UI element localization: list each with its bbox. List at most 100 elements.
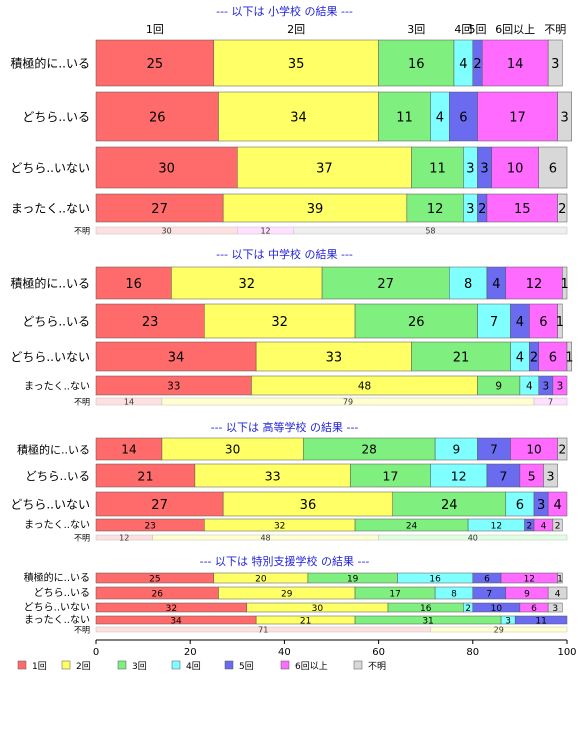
data-label: 4 (553, 498, 561, 513)
legend-swatch (171, 660, 181, 670)
bar-segment (95, 146, 238, 189)
bar-segment (547, 602, 563, 613)
data-label: 4 (459, 57, 467, 72)
data-label: 4 (516, 350, 524, 365)
legend-swatch (353, 660, 363, 670)
data-label: 6 (531, 604, 537, 614)
top-category-label: 1回 (146, 23, 164, 36)
data-label: 32 (271, 315, 288, 330)
data-label: 3 (480, 161, 488, 176)
data-label: 17 (389, 589, 400, 599)
data-label: 4 (541, 521, 547, 531)
data-label: 2 (558, 443, 566, 457)
bar-segment (95, 341, 257, 372)
bar-segment (95, 303, 205, 339)
data-label: 30 (312, 604, 324, 614)
data-label: 2 (465, 604, 471, 614)
data-label: 9 (524, 589, 530, 599)
bar-segment (557, 303, 563, 339)
data-label: 36 (300, 498, 317, 513)
row-label: どちら..いない (24, 602, 90, 614)
x-tick-label: 40 (278, 647, 291, 658)
bar-segment (321, 266, 450, 300)
data-label: 3 (505, 616, 511, 626)
data-label: 10 (491, 604, 503, 614)
row-label: まったく..ない (24, 380, 90, 392)
data-label: 7 (486, 589, 492, 599)
data-label: 8 (451, 589, 457, 599)
data-label: 29 (494, 626, 504, 635)
legend-label: 2回 (76, 661, 91, 672)
bar-segment (411, 146, 464, 189)
row-label: どちら..いない (10, 498, 90, 512)
data-label: 35 (288, 57, 305, 72)
bar-segment (514, 615, 568, 625)
data-label: 12 (260, 227, 270, 236)
data-label: 23 (142, 315, 159, 330)
data-label: 28 (361, 443, 376, 457)
data-label: 32 (166, 604, 177, 614)
x-tick-label: 60 (372, 647, 385, 658)
row-label: どちら..いない (10, 350, 90, 364)
data-label: 6 (516, 498, 524, 513)
bar-segment (430, 626, 568, 633)
data-label: 31 (422, 616, 433, 626)
data-label: 15 (514, 202, 531, 217)
row-label: どちら..いる (25, 469, 90, 483)
data-label: 24 (441, 498, 458, 513)
data-label: 27 (151, 202, 168, 217)
row-label: どちら..いる (22, 315, 90, 329)
bar-segment (566, 341, 572, 372)
data-label: 10 (507, 161, 524, 176)
data-label: 3 (466, 202, 474, 217)
top-category-label: 6回以上 (495, 23, 535, 36)
bar-segment (547, 586, 568, 600)
data-label: 6 (549, 161, 557, 176)
data-label: 2 (558, 202, 566, 217)
data-label: 19 (347, 574, 359, 584)
bar-segment (538, 341, 568, 372)
top-category-label: 3回 (407, 23, 425, 36)
data-label: 3 (546, 468, 554, 483)
data-label: 11 (396, 110, 413, 125)
data-label: 34 (170, 616, 182, 626)
data-label: 79 (343, 398, 353, 407)
x-tick-label: 0 (93, 647, 99, 658)
data-label: 12 (451, 468, 467, 483)
data-label: 24 (406, 521, 418, 531)
data-label: 7 (490, 443, 498, 457)
data-label: 14 (507, 57, 524, 72)
data-label: 27 (151, 498, 168, 513)
top-category-label: 不明 (544, 23, 566, 36)
data-label: 12 (427, 202, 444, 217)
data-label: 2 (530, 350, 538, 365)
data-label: 2 (473, 57, 481, 72)
data-label: 48 (358, 380, 371, 392)
legend-swatch (280, 660, 290, 670)
data-label: 33 (326, 350, 343, 365)
data-label: 33 (167, 380, 180, 392)
bar-segment (547, 491, 568, 517)
data-label: 37 (316, 161, 333, 176)
data-label: 16 (408, 57, 425, 72)
data-label: 1 (556, 315, 564, 330)
legend-swatch (61, 660, 71, 670)
data-label: 14 (121, 443, 137, 457)
data-label: 58 (425, 227, 435, 236)
row-label: まったく..ない (24, 519, 90, 531)
bar-segment (557, 91, 572, 142)
bar-segment (557, 193, 568, 223)
data-label: 11 (535, 616, 546, 626)
data-label: 2 (526, 521, 532, 531)
data-label: 23 (144, 521, 155, 531)
data-label: 7 (499, 468, 507, 483)
bar-segment (547, 39, 563, 87)
data-label: 1 (565, 350, 573, 365)
data-label: 7 (548, 398, 553, 407)
data-label: 4 (526, 380, 533, 392)
x-tick-label: 80 (466, 647, 479, 658)
data-label: 20 (255, 574, 267, 584)
legend-label: 不明 (368, 661, 386, 672)
data-label: 11 (429, 161, 446, 176)
